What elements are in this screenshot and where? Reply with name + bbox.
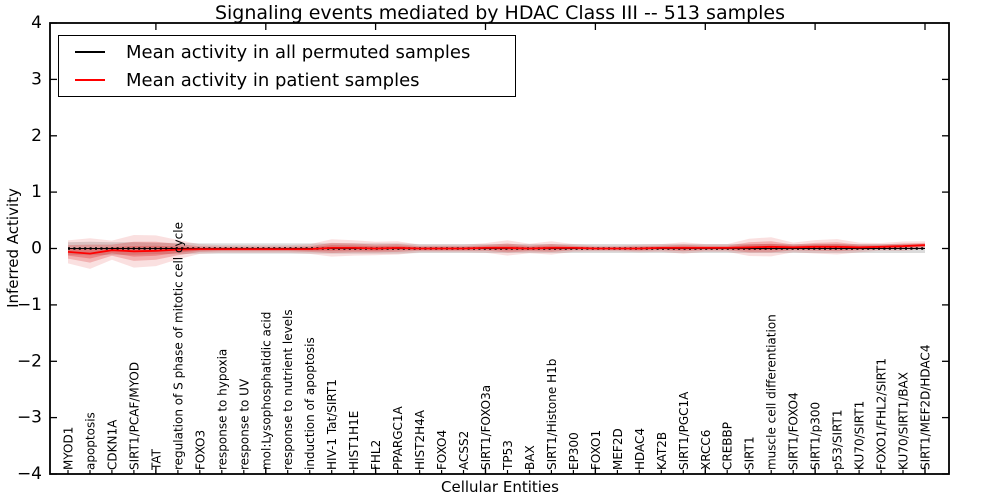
x-tick-label: induction of apoptosis xyxy=(303,337,317,470)
x-tick-label: XRCC6 xyxy=(699,430,713,470)
x-tick-label: SIRT1/MEF2D/HDAC4 xyxy=(919,345,933,470)
x-tick-label: CDKN1A xyxy=(105,419,119,470)
x-tick-label: SIRT1/FOXO3a xyxy=(479,385,493,470)
x-tick-label: SIRT1/PGC1A xyxy=(677,391,691,470)
y-tick-label: 2 xyxy=(31,126,42,146)
legend-item-permuted: Mean activity in all permuted samples xyxy=(75,42,515,63)
x-tick-label: response to UV xyxy=(237,378,251,470)
y-tick-label: −3 xyxy=(17,408,42,428)
x-tick-label: MEF2D xyxy=(611,428,625,470)
x-tick-label: HIST1H1E xyxy=(347,411,361,470)
x-tick-label: FOXO1/FHL2/SIRT1 xyxy=(875,358,889,470)
x-tick-label: EP300 xyxy=(567,432,581,470)
patient-mean-line xyxy=(67,244,926,255)
x-tick-label: PPARGC1A xyxy=(391,405,405,470)
x-tick-label: FOXO4 xyxy=(435,430,449,470)
x-tick-label: MYOD1 xyxy=(62,427,76,470)
x-tick-label: FOXO1 xyxy=(589,430,603,470)
x-axis-title: Cellular Entities xyxy=(441,478,559,496)
x-tick-label: apoptosis xyxy=(84,412,98,470)
y-tick-label: −1 xyxy=(17,295,42,315)
x-tick-label: regulation of S phase of mitotic cell cy… xyxy=(171,222,185,470)
y-tick-label: 3 xyxy=(31,69,42,89)
x-tick-label: SIRT1/PCAF/MYOD xyxy=(127,362,141,470)
x-tick-label: HIV-1 Tat/SIRT1 xyxy=(325,379,339,470)
y-tick-label: −2 xyxy=(17,351,42,371)
x-tick-label: TP53 xyxy=(501,440,515,471)
x-tick-label: HIST2H4A xyxy=(413,409,427,470)
x-tick-label: KAT2B xyxy=(655,432,669,470)
x-tick-label: response to nutrient levels xyxy=(281,309,295,470)
x-tick-label: p53/SIRT1 xyxy=(831,409,845,470)
x-tick-label: HDAC4 xyxy=(633,428,647,470)
x-tick-label: SIRT1/FOXO4 xyxy=(787,392,801,470)
x-tick-label: FOXO3 xyxy=(193,430,207,470)
legend-item-patient: Mean activity in patient samples xyxy=(75,70,515,91)
y-tick-label: 0 xyxy=(31,239,42,259)
legend: Mean activity in all permuted samples Me… xyxy=(58,35,516,97)
y-tick-label: −4 xyxy=(17,464,42,484)
x-tick-label: SIRT1/Histone H1b xyxy=(545,359,559,470)
y-tick-label: 4 xyxy=(31,13,42,33)
x-tick-label: TAT xyxy=(149,448,163,471)
x-tick-label: ACSS2 xyxy=(457,431,471,470)
x-tick-label: CREBBP xyxy=(721,422,735,470)
permuted-line-swatch xyxy=(75,51,105,53)
x-tick-label: SIRT1 xyxy=(743,436,757,470)
patient-band xyxy=(68,241,925,263)
patient-band-outer xyxy=(68,235,925,269)
patient-line-swatch xyxy=(75,79,105,81)
x-tick-label: muscle cell differentiation xyxy=(765,314,779,470)
x-tick-label: KU70/SIRT1 xyxy=(853,401,867,470)
legend-label-patient: Mean activity in patient samples xyxy=(126,69,420,91)
x-tick-label: mol:Lysophosphatidic acid xyxy=(259,312,273,470)
x-tick-label: SIRT1/p300 xyxy=(809,402,823,470)
chart-title: Signaling events mediated by HDAC Class … xyxy=(214,2,786,24)
y-tick-label: 1 xyxy=(31,182,42,202)
x-tick-label: FHL2 xyxy=(369,440,383,470)
x-tick-label: KU70/SIRT1/BAX xyxy=(897,372,911,470)
x-tick-label: response to hypoxia xyxy=(215,349,229,470)
x-tick-label: BAX xyxy=(523,445,537,470)
legend-label-permuted: Mean activity in all permuted samples xyxy=(126,41,471,63)
